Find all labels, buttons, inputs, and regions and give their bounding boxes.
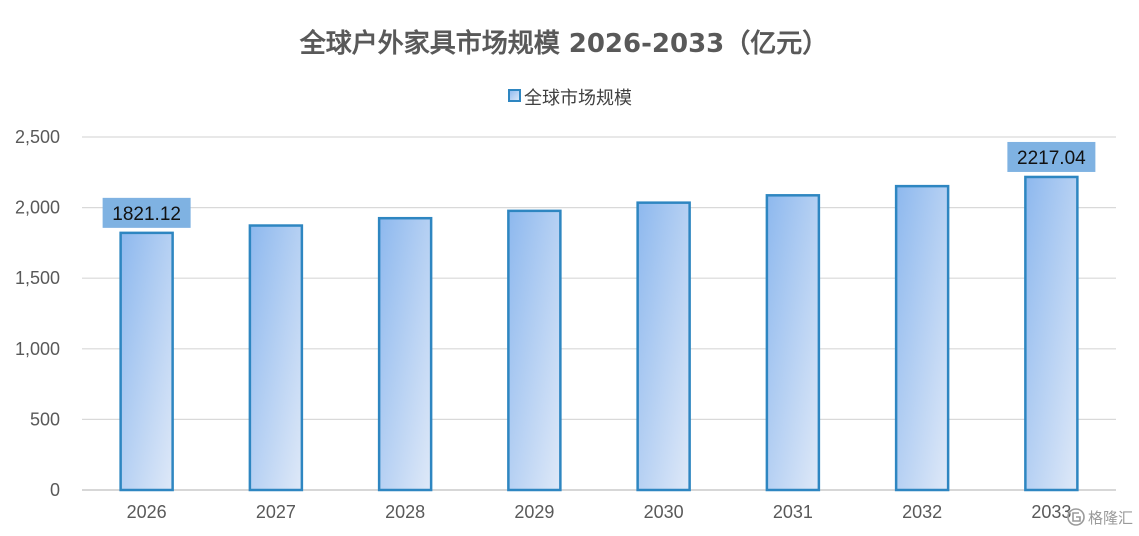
data-label-box xyxy=(102,197,191,228)
x-tick-label: 2027 xyxy=(256,502,296,522)
data-labels: 1821.12 2217.04 xyxy=(102,141,1096,228)
data-label: 2217.04 xyxy=(1017,148,1086,169)
bar-2026 xyxy=(119,231,174,492)
x-tick-label: 2026 xyxy=(127,502,167,522)
bar-2032 xyxy=(894,184,950,492)
bar-2028 xyxy=(377,216,433,492)
watermark: 格隆汇 xyxy=(1067,508,1133,527)
y-tick-label: 2,500 xyxy=(15,127,60,147)
x-tick-label: 2032 xyxy=(902,502,942,522)
y-tick-label: 500 xyxy=(30,409,60,429)
gelonghui-logo-icon xyxy=(1067,508,1085,526)
bar-2033 xyxy=(1024,175,1079,492)
x-tick-label: 2028 xyxy=(385,502,425,522)
legend: 全球市场规模 xyxy=(508,88,632,109)
data-label-box xyxy=(1007,141,1096,172)
data-label: 1821.12 xyxy=(112,204,181,225)
y-tick-label: 2,000 xyxy=(15,198,60,218)
y-tick-label: 1,000 xyxy=(15,339,60,359)
chart-title: 全球户外家具市场规模 2026-2033（亿元） xyxy=(299,28,829,59)
bars xyxy=(119,175,1079,492)
gridlines xyxy=(82,136,1116,491)
y-axis: 0 500 1,000 1,500 2,000 2,500 xyxy=(15,127,60,500)
bar-2031 xyxy=(765,194,821,492)
watermark-text: 格隆汇 xyxy=(1088,509,1133,527)
bar-2029 xyxy=(507,209,562,492)
bar-2027 xyxy=(248,224,304,492)
y-tick-label: 0 xyxy=(50,480,60,500)
x-tick-label: 2030 xyxy=(644,502,684,522)
x-tick-label: 2031 xyxy=(773,502,813,522)
x-axis: 2026 2027 2028 2029 2030 2031 2032 2033 xyxy=(127,502,1072,522)
x-tick-label: 2033 xyxy=(1031,502,1071,522)
bar-2030 xyxy=(636,201,691,492)
x-tick-label: 2029 xyxy=(514,502,554,522)
legend-label: 全球市场规模 xyxy=(524,88,632,109)
legend-swatch xyxy=(508,89,521,102)
y-tick-label: 1,500 xyxy=(15,268,60,288)
